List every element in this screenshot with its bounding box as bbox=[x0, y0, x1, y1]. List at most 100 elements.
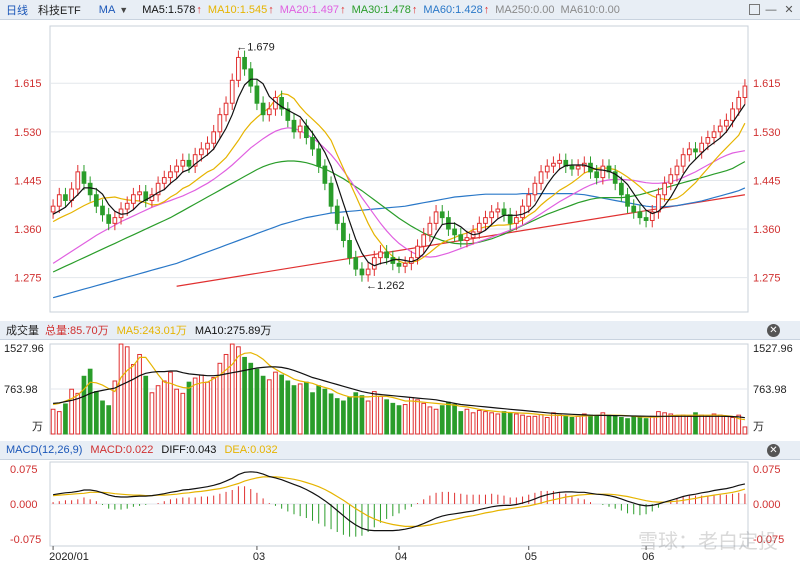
date-tick-label: 05 bbox=[525, 551, 537, 563]
up-arrow-icon: ↑ bbox=[483, 3, 490, 16]
macd-tick-label-left: 0.075 bbox=[10, 464, 38, 476]
candle-body bbox=[137, 191, 142, 196]
volume-bar bbox=[248, 362, 254, 435]
volume-bar bbox=[612, 415, 618, 435]
volume-bar bbox=[409, 396, 414, 435]
indicator-select[interactable]: MA ▼ bbox=[99, 4, 128, 16]
volume-bar bbox=[390, 402, 396, 435]
date-tick-label: 2020/01 bbox=[49, 551, 89, 563]
volume-bar bbox=[606, 414, 612, 435]
volume-total: 总量:85.70万 bbox=[45, 325, 109, 337]
candle-body bbox=[662, 182, 667, 196]
volume-bar bbox=[124, 346, 130, 435]
indicator-select-label: MA bbox=[98, 3, 116, 16]
volume-bar bbox=[198, 374, 204, 435]
candle-body bbox=[643, 217, 649, 221]
candle-body bbox=[674, 165, 680, 176]
candle-body bbox=[686, 148, 692, 156]
candle-body bbox=[63, 194, 68, 201]
candle-body bbox=[730, 108, 735, 121]
macd-chart: 0.075 0.075 0.000 0.000 -0.075 -0.075 2020/01 0… bbox=[10, 461, 784, 563]
volume-bar bbox=[279, 374, 284, 435]
volume-ma5: MA5:243.01万 bbox=[116, 325, 187, 337]
window-icon[interactable] bbox=[749, 4, 760, 15]
date-tick-label: 06 bbox=[642, 551, 654, 563]
candle-body bbox=[378, 251, 383, 259]
volume-bar bbox=[439, 405, 445, 435]
volume-bar bbox=[402, 404, 408, 435]
candle-body bbox=[347, 240, 352, 259]
volume-bar bbox=[544, 417, 550, 435]
volume-bar bbox=[711, 413, 717, 435]
candle-body bbox=[198, 148, 204, 156]
volume-bar bbox=[100, 400, 105, 435]
volume-bar bbox=[662, 412, 667, 435]
candle-body bbox=[106, 214, 112, 224]
extreme-price-label: ←1.262 bbox=[366, 280, 405, 292]
candle-body bbox=[631, 205, 637, 213]
volume-bar bbox=[631, 415, 637, 435]
volume-bar bbox=[291, 385, 297, 435]
candle-body bbox=[174, 165, 179, 173]
candle-body bbox=[551, 162, 556, 167]
candle-body bbox=[637, 211, 643, 219]
volume-bar bbox=[334, 398, 340, 435]
price-chart: 1.615 1.615 1.530 1.530 1.445 1.445 1.360 1.360… bbox=[14, 25, 781, 313]
volume-bar bbox=[588, 414, 593, 435]
candle-body bbox=[415, 245, 420, 259]
candle-body bbox=[464, 237, 470, 241]
volume-bar bbox=[310, 392, 315, 435]
volume-bar bbox=[137, 353, 142, 435]
candle-body bbox=[334, 205, 340, 224]
chevron-down-icon: ▼ bbox=[119, 4, 129, 15]
close-macd-icon[interactable]: ✕ bbox=[767, 444, 780, 457]
candle-body bbox=[538, 171, 544, 184]
candle-body bbox=[742, 85, 748, 98]
volume-bar bbox=[236, 346, 241, 435]
period-tab[interactable]: 日线 bbox=[6, 4, 28, 17]
volume-bar bbox=[649, 415, 655, 435]
volume-title: 成交量 bbox=[6, 325, 39, 337]
candle-body bbox=[316, 148, 322, 167]
volume-bar bbox=[50, 408, 56, 435]
volume-bar bbox=[594, 415, 600, 435]
volume-bar bbox=[341, 400, 346, 435]
watermark: 雪球：老白定投 bbox=[638, 529, 778, 553]
candle-body bbox=[680, 154, 686, 167]
candle-body bbox=[353, 257, 359, 270]
close-icon[interactable]: ✕ bbox=[784, 3, 794, 16]
candle-body bbox=[384, 251, 389, 259]
volume-bar bbox=[674, 415, 680, 435]
price-tick-label-left: 1.275 bbox=[14, 273, 42, 285]
candle-body bbox=[717, 125, 723, 133]
volume-tick-label-left: 1527.96 bbox=[4, 343, 44, 355]
volume-bar bbox=[575, 415, 581, 435]
volume-bar bbox=[69, 388, 74, 435]
candle-body bbox=[254, 85, 260, 104]
candle-body bbox=[705, 137, 711, 144]
volume-bar bbox=[161, 380, 167, 435]
date-tick-label: 03 bbox=[253, 551, 265, 563]
macd-tick-label-right: -0.075 bbox=[753, 534, 784, 546]
up-arrow-icon: ↑ bbox=[411, 3, 418, 16]
candle-body bbox=[421, 234, 427, 247]
volume-bar bbox=[192, 377, 198, 435]
candle-body bbox=[514, 217, 519, 224]
volume-bar bbox=[254, 368, 260, 435]
volume-bar bbox=[452, 404, 457, 435]
candle-body bbox=[211, 131, 217, 144]
volume-bar bbox=[396, 405, 402, 435]
volume-bar bbox=[297, 383, 303, 435]
candle-body bbox=[81, 171, 87, 184]
volume-bar bbox=[87, 368, 93, 435]
volume-toolbar: 成交量 总量:85.70万 MA5:243.01万 MA10:275.89万 ✕ bbox=[0, 321, 800, 340]
volume-bar bbox=[625, 418, 630, 435]
minimize-icon[interactable]: — bbox=[765, 3, 777, 16]
volume-bar bbox=[557, 414, 562, 435]
candle-body bbox=[736, 97, 742, 110]
candle-body bbox=[625, 194, 630, 207]
volume-bar bbox=[359, 395, 365, 435]
volume-bar bbox=[205, 381, 210, 435]
volume-bar bbox=[717, 414, 723, 435]
close-volume-icon[interactable]: ✕ bbox=[767, 324, 780, 337]
